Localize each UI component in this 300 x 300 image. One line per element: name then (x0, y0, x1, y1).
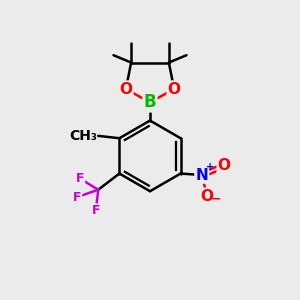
Text: F: F (92, 204, 100, 218)
Text: N: N (195, 167, 208, 182)
Text: +: + (206, 162, 214, 172)
Text: −: − (211, 192, 221, 205)
Text: F: F (76, 172, 84, 185)
Text: O: O (168, 82, 181, 97)
Text: O: O (119, 82, 132, 97)
Text: B: B (144, 93, 156, 111)
Text: O: O (201, 189, 214, 204)
Text: F: F (73, 190, 81, 204)
Text: O: O (218, 158, 231, 173)
Text: CH₃: CH₃ (69, 129, 97, 143)
